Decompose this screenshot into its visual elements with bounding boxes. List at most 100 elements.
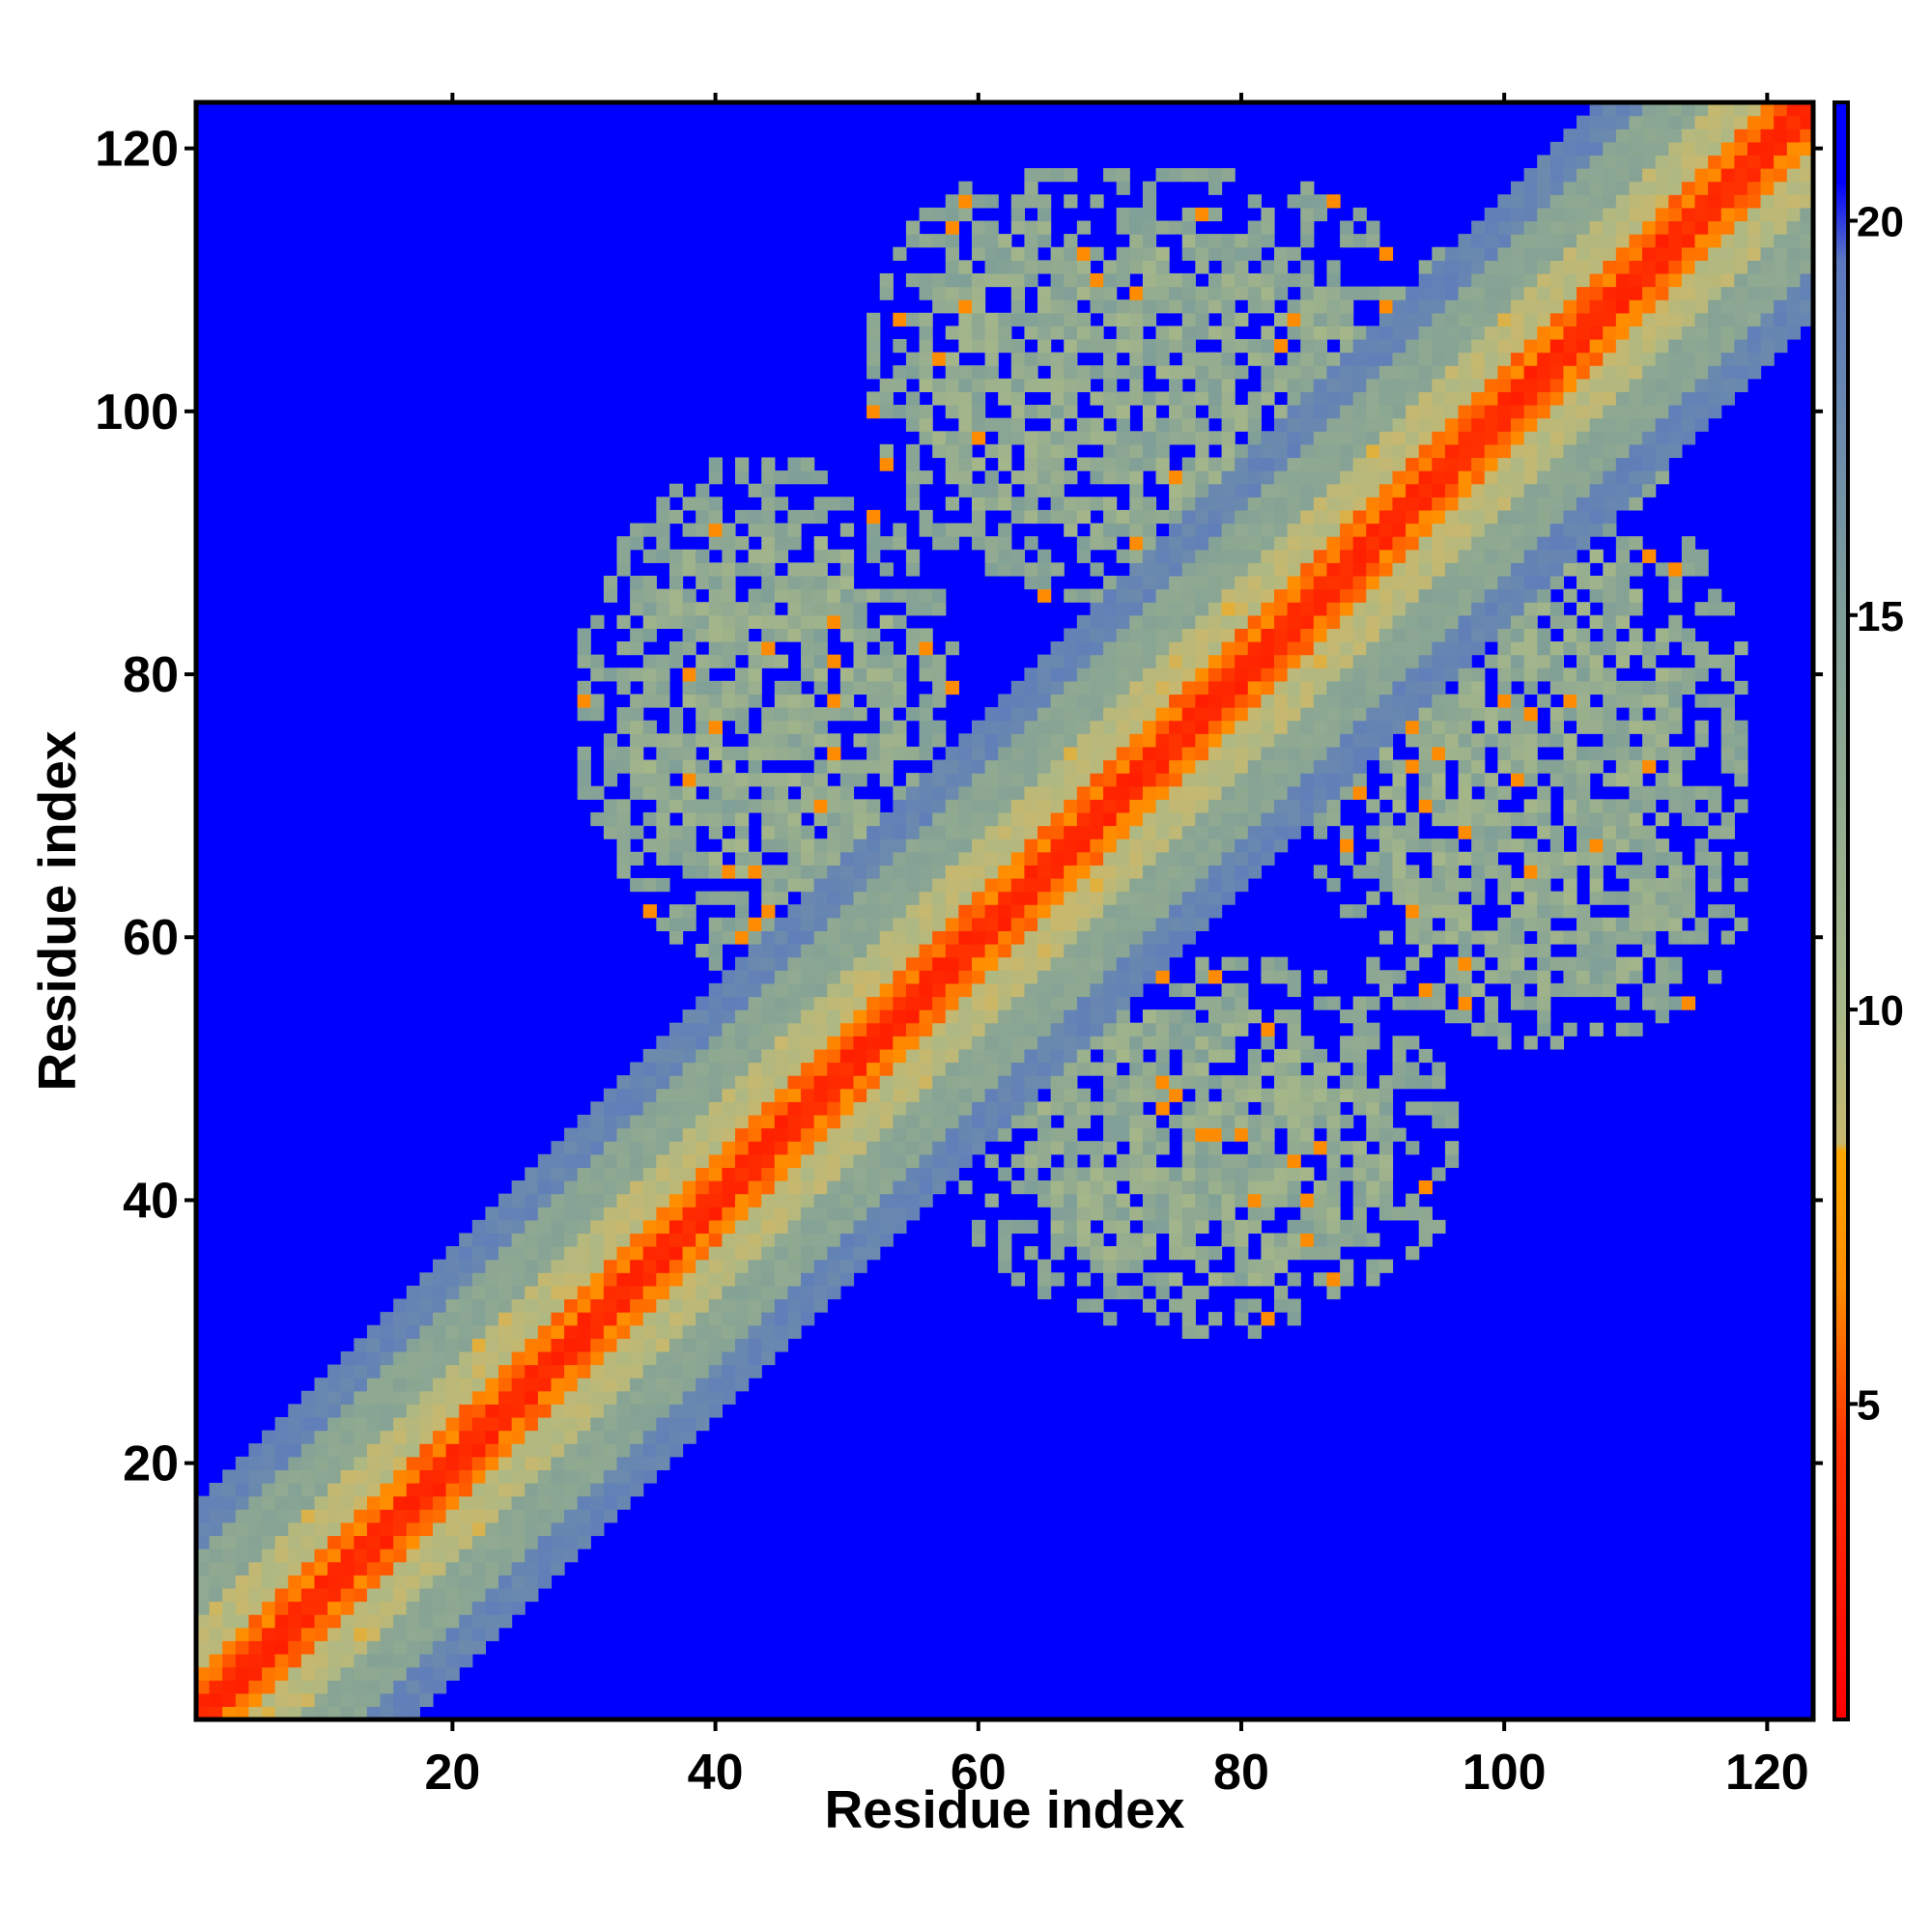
heatmap-cell [708, 1048, 723, 1064]
heatmap-cell [1208, 707, 1223, 722]
heatmap-cell [1366, 470, 1380, 485]
heatmap-cell [1471, 694, 1486, 708]
heatmap-cell [696, 1285, 710, 1300]
heatmap-cell [932, 680, 947, 696]
heatmap-cell [839, 1022, 855, 1037]
heatmap-cell [1366, 391, 1380, 406]
heatmap-cell [893, 970, 907, 984]
heatmap-cell [1326, 733, 1341, 748]
heatmap-cell [1247, 352, 1262, 366]
heatmap-cell [735, 811, 750, 827]
heatmap-cell [827, 930, 841, 945]
heatmap-cell [1116, 470, 1130, 485]
heatmap-cell [616, 614, 631, 629]
heatmap-cell [1340, 1233, 1354, 1247]
heatmap-cell [984, 944, 999, 958]
heatmap-cell [1142, 431, 1157, 445]
heatmap-cell [235, 1706, 250, 1720]
heatmap-cell [708, 628, 723, 642]
heatmap-cell [827, 497, 841, 511]
heatmap-cell [867, 668, 881, 682]
heatmap-cell [1261, 549, 1275, 563]
heatmap-cell [1064, 1141, 1078, 1155]
heatmap-cell [1024, 234, 1038, 248]
heatmap-cell [1116, 1036, 1130, 1050]
heatmap-cell [919, 234, 933, 248]
heatmap-cell [1326, 877, 1341, 893]
heatmap-cell [511, 1364, 526, 1378]
heatmap-cell [748, 1312, 762, 1326]
heatmap-cell [1352, 694, 1367, 708]
heatmap-cell [590, 614, 605, 629]
heatmap-cell [630, 733, 644, 748]
heatmap-cell [1274, 956, 1289, 971]
heatmap-cell [656, 773, 670, 787]
heatmap-cell [787, 851, 802, 866]
heatmap-cell [708, 1350, 723, 1366]
heatmap-cell [813, 904, 828, 919]
heatmap-cell [262, 1443, 276, 1458]
heatmap-cell [1050, 168, 1065, 183]
heatmap-cell [1444, 865, 1460, 879]
heatmap-cell [1142, 549, 1157, 563]
heatmap-cell [932, 917, 947, 932]
heatmap-cell [656, 759, 670, 774]
heatmap-cell [696, 654, 710, 668]
heatmap-cell [827, 1272, 841, 1287]
heatmap-cell [879, 746, 894, 761]
heatmap-cell [945, 746, 959, 761]
heatmap-cell [801, 1312, 815, 1326]
heatmap-cell [1366, 417, 1380, 432]
heatmap-cell [354, 1364, 368, 1378]
heatmap-cell [1195, 549, 1209, 563]
heatmap-cell [1340, 904, 1354, 919]
heatmap-cell [1142, 1009, 1157, 1024]
heatmap-cell [1418, 944, 1433, 958]
heatmap-cell [1366, 549, 1380, 563]
heatmap-cell [366, 1378, 382, 1392]
heatmap-cell [1181, 1207, 1196, 1221]
heatmap-cell [1392, 851, 1406, 866]
heatmap-cell [1169, 1036, 1183, 1050]
heatmap-cell [984, 996, 999, 1010]
heatmap-cell [1024, 483, 1038, 497]
heatmap-cell [1103, 773, 1118, 787]
heatmap-cell [1050, 260, 1065, 274]
heatmap-cell [1418, 1219, 1433, 1235]
heatmap-cell [893, 680, 907, 696]
heatmap-cell [616, 1324, 631, 1339]
heatmap-cell [577, 1233, 591, 1247]
heatmap-cell [761, 1022, 776, 1037]
heatmap-cell [577, 1456, 591, 1471]
heatmap-cell [577, 1350, 591, 1366]
heatmap-cell [984, 365, 999, 380]
heatmap-cell [722, 838, 736, 853]
heatmap-cell [1221, 654, 1236, 668]
heatmap-cell [406, 1456, 420, 1471]
heatmap-cell [668, 785, 684, 800]
heatmap-cell [1235, 575, 1249, 590]
heatmap-cell [1169, 904, 1183, 919]
heatmap-cell [366, 1509, 382, 1523]
heatmap-cell [1406, 509, 1420, 525]
heatmap-cell [1090, 194, 1104, 209]
heatmap-cell [630, 759, 644, 774]
heatmap-cell [393, 1666, 408, 1681]
heatmap-cell [1274, 1259, 1289, 1273]
heatmap-cell [1392, 431, 1406, 445]
heatmap-cell [696, 1390, 710, 1405]
heatmap-cell [616, 1456, 631, 1471]
heatmap-cell [1432, 272, 1446, 288]
heatmap-cell [1340, 352, 1354, 366]
heatmap-cell [1406, 588, 1420, 603]
heatmap-cell [1208, 1075, 1223, 1090]
heatmap-cell [340, 1443, 355, 1458]
heatmap-cell [1444, 694, 1460, 708]
heatmap-cell [1235, 694, 1249, 708]
heatmap-cell [262, 1706, 276, 1720]
heatmap-cell [1090, 286, 1104, 300]
heatmap-cell [827, 799, 841, 813]
heatmap-cell [1247, 602, 1262, 616]
heatmap-cell [668, 838, 684, 853]
heatmap-cell [998, 549, 1012, 563]
